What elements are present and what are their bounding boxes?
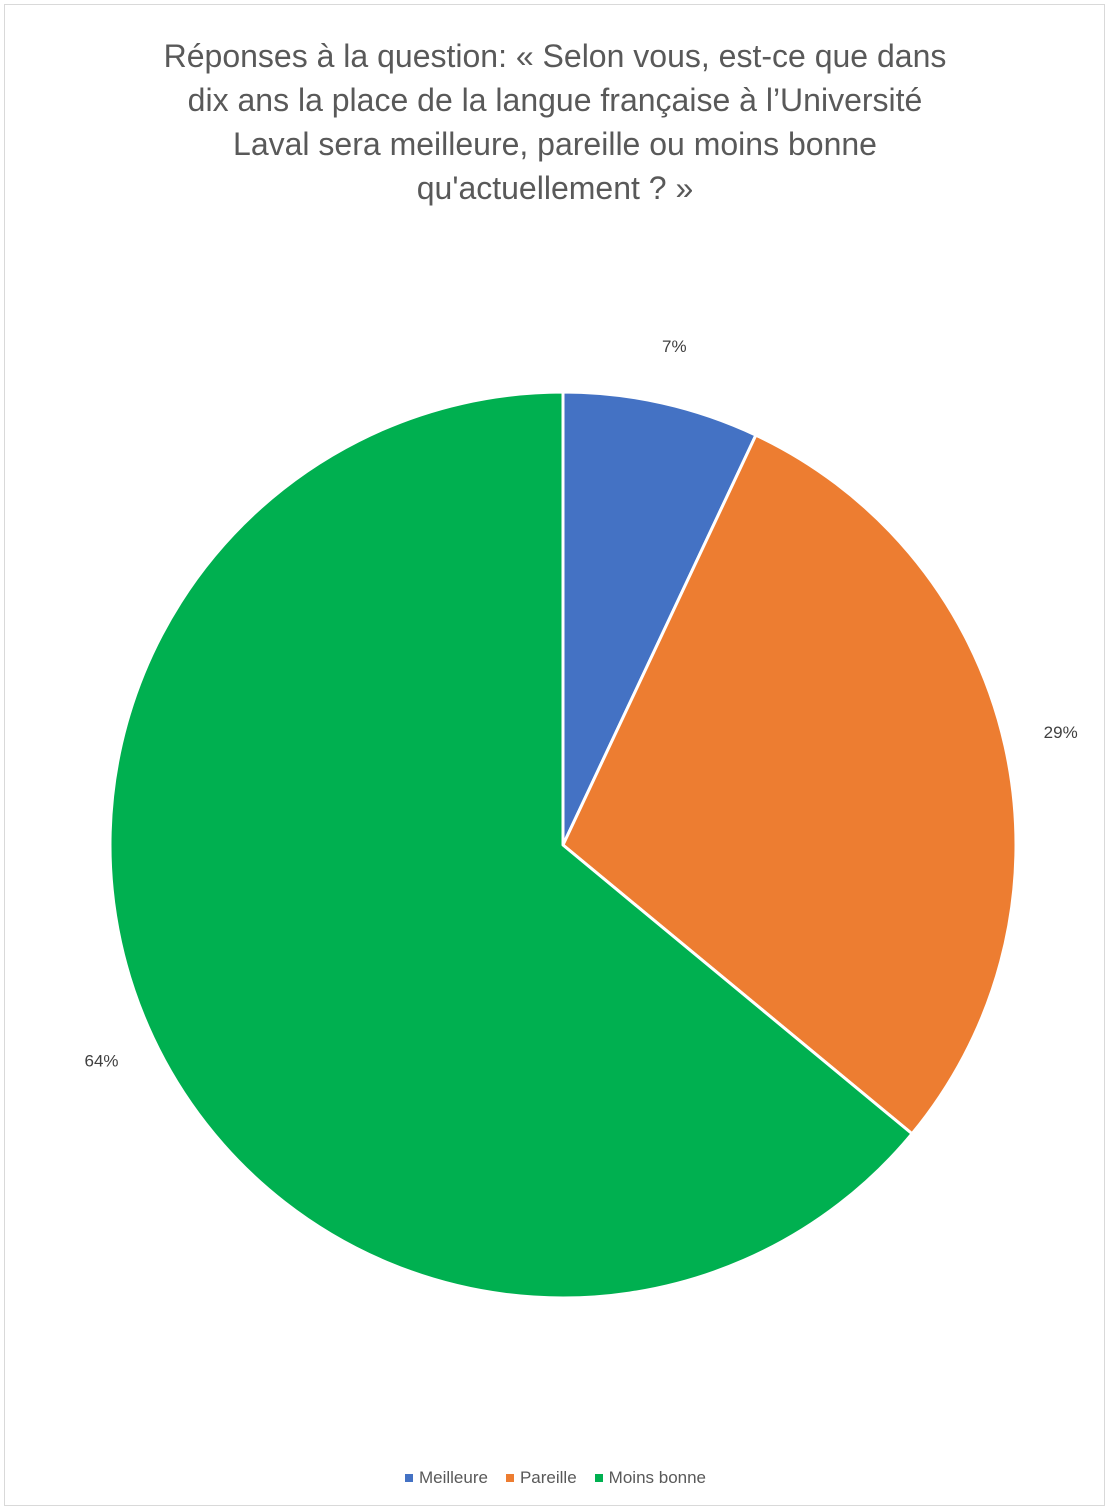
pie-slice-meilleure — [561, 390, 758, 847]
legend-item-meilleure: Meilleure — [404, 1468, 488, 1488]
pie-slice-moins-bonne — [108, 390, 914, 1300]
legend-label-pareille: Pareille — [519, 1468, 577, 1487]
legend-swatch-meilleure — [404, 1474, 413, 1482]
data-label-moins-bonne: 64% — [84, 1052, 118, 1071]
legend-label-moins-bonne: Moins bonne — [608, 1468, 707, 1487]
data-label-meilleure: 7% — [662, 337, 687, 356]
legend-item-pareille: Pareille — [505, 1468, 577, 1488]
data-label-pareille: 29% — [1044, 723, 1078, 742]
legend: Meilleure Pareille Moins bonne — [0, 1468, 1111, 1488]
legend-label-meilleure: Meilleure — [418, 1468, 488, 1487]
pie-slice-pareille — [561, 433, 1018, 1136]
legend-item-moins-bonne: Moins bonne — [594, 1468, 707, 1488]
legend-swatch-moins-bonne — [594, 1474, 603, 1482]
chart-title: Réponses à la question: « Selon vous, es… — [163, 38, 947, 206]
legend-swatch-pareille — [505, 1474, 514, 1482]
